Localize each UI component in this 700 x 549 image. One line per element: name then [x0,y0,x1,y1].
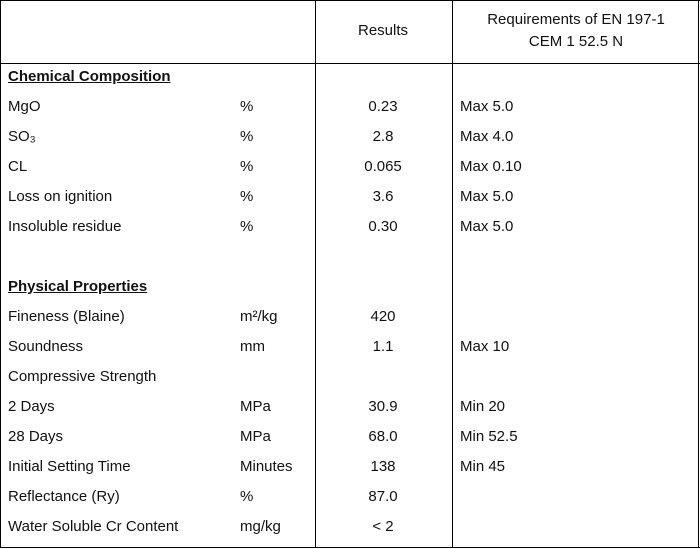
row-requirement: Max 5.0 [460,218,514,235]
border-top [0,0,700,1]
row-name: 28 Days [8,428,64,445]
row-requirement: Max 5.0 [460,188,514,205]
row-name: Initial Setting Time [8,458,131,475]
row-name: Fineness (Blaine) [8,308,125,325]
row-requirement: Min 52.5 [460,428,518,445]
row-unit: % [240,488,254,505]
row-name: SO₃ [8,128,36,145]
row-name: Soundness [8,338,84,355]
row-requirement: Max 5.0 [460,98,514,115]
row-result: 0.23 [368,98,398,115]
row-unit: % [240,98,254,115]
row-result: 0.30 [368,218,398,235]
row-requirement: Max 4.0 [460,128,514,145]
row-name: Loss on ignition [8,188,113,205]
row-unit: % [240,218,254,235]
row-result: 30.9 [368,398,398,415]
row-unit: Minutes [240,458,293,475]
row-requirement: Max 10 [460,338,510,355]
header-requirements: CEM 1 52.5 N [528,33,624,50]
row-requirement: Min 20 [460,398,506,415]
header-results: Results [357,22,409,39]
section-title: Physical Properties [8,278,148,295]
row-unit: m²/kg [240,308,278,325]
row-result: 3.6 [372,188,394,205]
row-result: < 2 [372,518,394,535]
border-left [0,0,1,548]
row-unit: MPa [240,428,271,445]
row-unit: mg/kg [240,518,281,535]
row-name: Reflectance (Ry) [8,488,120,505]
header-divider [0,63,700,64]
row-name: Insoluble residue [8,218,122,235]
row-result: 2.8 [372,128,394,145]
row-unit: % [240,128,254,145]
row-name: 2 Days [8,398,55,415]
row-requirement: Max 0.10 [460,158,522,175]
row-unit: % [240,188,254,205]
row-requirement: Min 45 [460,458,506,475]
column-divider [315,0,316,548]
border-bottom [0,547,700,548]
row-name: Compressive Strength [8,368,157,385]
row-unit: % [240,158,254,175]
row-unit: mm [240,338,265,355]
section-title: Chemical Composition [8,68,171,85]
row-name: Water Soluble Cr Content [8,518,179,535]
row-result: 138 [370,458,396,475]
column-divider [452,0,453,548]
row-result: 87.0 [368,488,398,505]
row-result: 420 [370,308,396,325]
row-unit: MPa [240,398,271,415]
row-result: 0.065 [364,158,402,175]
row-name: MgO [8,98,41,115]
row-result: 1.1 [372,338,394,355]
header-requirements: Requirements of EN 197-1 [487,11,665,28]
border-right [698,0,699,548]
row-result: 68.0 [368,428,398,445]
row-name: CL [8,158,28,175]
